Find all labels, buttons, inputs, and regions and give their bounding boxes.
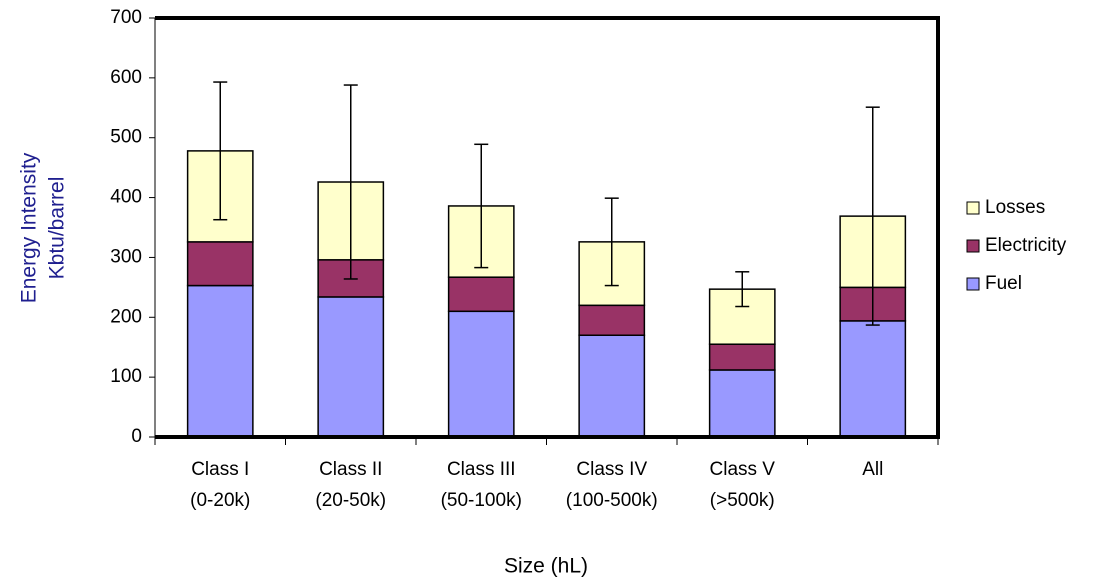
x-tick-label: Class II — [319, 459, 382, 480]
x-tick-label: (100-500k) — [566, 490, 658, 511]
x-tick-label: (50-100k) — [441, 490, 522, 511]
y-axis-label: Energy Intensity — [18, 152, 41, 303]
error-bar — [474, 143, 489, 269]
y-tick-label: 600 — [110, 67, 142, 88]
bar-segment — [447, 310, 515, 438]
legend-swatch — [966, 277, 980, 291]
x-tick-label: (0-20k) — [190, 490, 250, 511]
legend-swatch — [966, 239, 980, 253]
bar-segment — [839, 320, 907, 438]
x-tick-label: Class IV — [576, 459, 647, 480]
y-tick-label: 200 — [110, 306, 142, 327]
plot-border — [155, 16, 940, 439]
bar-segment — [578, 304, 646, 336]
y-tick-label: 700 — [110, 7, 142, 28]
error-bar — [865, 106, 880, 326]
y-axis-label: Kbtu/barrel — [46, 177, 69, 280]
x-tick-label: Class III — [447, 459, 516, 480]
legend-label: Losses — [985, 197, 1045, 218]
plot-area — [155, 18, 938, 437]
legend-label: Fuel — [985, 273, 1022, 294]
bar-segment — [317, 296, 385, 438]
error-bar — [213, 81, 228, 221]
legend-label: Electricity — [985, 235, 1067, 256]
y-tick-label: 100 — [110, 366, 142, 387]
x-tick-label: Class V — [710, 459, 776, 480]
bar-segment — [186, 241, 254, 287]
y-tick-label: 0 — [131, 426, 142, 447]
x-tick-label: (20-50k) — [315, 490, 386, 511]
bar-segment — [578, 334, 646, 438]
bar-segment — [186, 284, 254, 438]
error-bar — [343, 84, 358, 280]
error-bar — [604, 197, 619, 287]
legend-swatch — [966, 201, 980, 215]
error-bar — [735, 271, 750, 308]
x-tick-label: All — [862, 459, 883, 480]
bar-segment — [708, 343, 776, 371]
x-tick-label: (>500k) — [710, 490, 775, 511]
y-tick-label: 400 — [110, 187, 142, 208]
y-tick-label: 500 — [110, 127, 142, 148]
x-axis-label: Size (hL) — [504, 555, 588, 578]
y-tick-label: 300 — [110, 246, 142, 267]
bar-segment — [447, 276, 515, 313]
x-tick-label: Class I — [191, 459, 249, 480]
bar-segment — [708, 369, 776, 438]
